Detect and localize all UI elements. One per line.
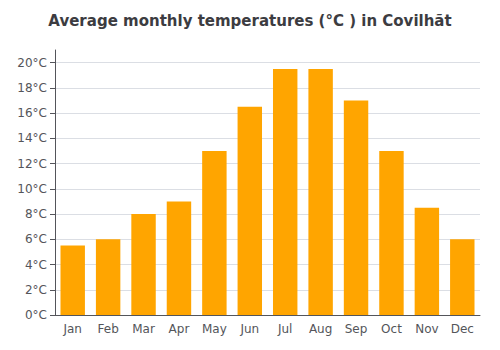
svg-text:Average monthly temperatures (: Average monthly temperatures (°C ) in Co… — [48, 12, 451, 30]
svg-text:Jan: Jan — [62, 322, 82, 336]
svg-text:Jul: Jul — [277, 322, 292, 336]
svg-text:Dec: Dec — [451, 322, 474, 336]
svg-text:Feb: Feb — [98, 322, 119, 336]
svg-text:20°C: 20°C — [17, 56, 47, 70]
svg-text:Oct: Oct — [381, 322, 402, 336]
svg-text:Sep: Sep — [345, 322, 368, 336]
svg-text:12°C: 12°C — [17, 157, 47, 171]
svg-text:2°C: 2°C — [25, 283, 47, 297]
svg-text:6°C: 6°C — [25, 232, 47, 246]
svg-text:10°C: 10°C — [17, 182, 47, 196]
svg-text:Apr: Apr — [169, 322, 190, 336]
svg-text:Nov: Nov — [415, 322, 438, 336]
svg-text:0°C: 0°C — [25, 308, 47, 322]
svg-text:16°C: 16°C — [17, 106, 47, 120]
svg-text:Mar: Mar — [132, 322, 155, 336]
svg-text:4°C: 4°C — [25, 258, 47, 272]
svg-text:14°C: 14°C — [17, 131, 47, 145]
svg-text:May: May — [202, 322, 227, 336]
svg-text:18°C: 18°C — [17, 81, 47, 95]
svg-text:Aug: Aug — [309, 322, 332, 336]
svg-text:Jun: Jun — [239, 322, 259, 336]
svg-text:8°C: 8°C — [25, 207, 47, 221]
